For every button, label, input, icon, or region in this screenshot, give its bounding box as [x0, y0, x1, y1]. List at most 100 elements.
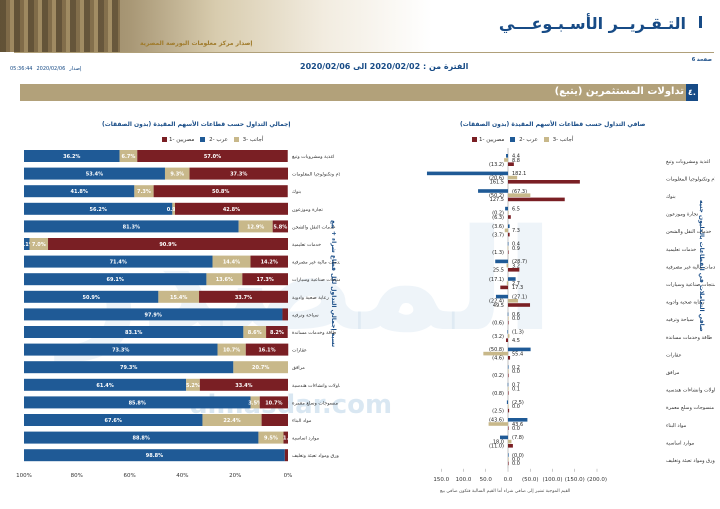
section-bar: [20, 84, 692, 101]
stacked-data-label: 67.6%: [105, 418, 122, 424]
stacked-bar-segment: [212, 255, 251, 268]
net-bar: [508, 250, 509, 254]
right-side-label: صافي التعاملات في القطاعات بالمليون جنيه: [698, 200, 705, 332]
stacked-data-label: 88.8%: [133, 436, 150, 442]
net-data-label: 182.1: [512, 171, 526, 177]
stacked-data-label: 10.7%: [223, 348, 240, 354]
legend-swatch-arabs: [543, 137, 549, 142]
stacked-bar-segment: [250, 396, 260, 409]
legend-swatch-foreigners: [472, 137, 477, 142]
stacked-data-label: 71.4%: [110, 260, 127, 266]
stacked-bar-segment: [24, 378, 187, 391]
net-bar: [508, 316, 509, 321]
category-label: تجارة وموزعون: [666, 212, 699, 218]
net-bar: [507, 246, 509, 250]
stacked-bar-segment: [245, 343, 289, 356]
banner-photo: [0, 0, 120, 52]
x-tick-label: 100%: [16, 473, 32, 479]
sub-brand: إصدار مركز معلومات البورصة المصرية: [140, 40, 253, 47]
x-tick-label: 50.0: [480, 477, 493, 483]
stacked-data-label: 61.4%: [96, 383, 113, 389]
category-label: مواد البناء: [666, 423, 687, 429]
stacked-data-label: 37.3%: [230, 172, 247, 178]
net-data-label: 49.5: [493, 303, 504, 309]
net-bar: [504, 158, 508, 162]
stacked-bar-segment: [24, 185, 135, 198]
stacked-data-label: 5.8%: [273, 224, 287, 230]
category-label: موارد اساسية: [292, 436, 320, 442]
legend-swatch-foreigners: [162, 137, 167, 142]
net-data-label: 161.5: [490, 180, 504, 186]
stacked-bar-segment: [24, 167, 165, 180]
stacked-bar-segment: [158, 290, 200, 303]
net-bar: [508, 457, 509, 461]
stacked-bar-segment: [282, 308, 288, 321]
net-bar: [507, 365, 509, 369]
net-data-label: (50.2): [489, 193, 504, 199]
net-data-label: (27.1): [512, 294, 527, 300]
right-chart-title: صافي التداول حسب قطاعات الأسهم المقيدة (…: [460, 121, 646, 128]
category-label: خدمات مالية غير مصرفية: [292, 260, 340, 266]
net-bar: [508, 224, 510, 228]
stacked-data-label: 42.8%: [223, 207, 240, 213]
stacked-bar-segment: [24, 238, 30, 250]
category-label: مقاولات وانشاءات هندسية: [292, 383, 340, 389]
category-label: موارد اساسية: [666, 440, 695, 446]
net-data-label: 55.4: [512, 351, 523, 357]
stacked-data-label: 9.5%: [264, 436, 278, 442]
stacked-data-label: 6.7%: [121, 154, 135, 160]
net-data-label: 3.2: [512, 263, 520, 269]
category-label: سياحة وترفيه: [292, 312, 319, 318]
legend-foreigners: أجانب -3: [552, 137, 574, 143]
category-label: منسوجات وسلع معمرة: [292, 400, 338, 406]
stacked-data-label: 5.2%: [186, 383, 200, 389]
stacked-bar-segment: [186, 378, 200, 391]
net-data-label: 0.9: [512, 246, 520, 252]
stacked-data-label: 8.6%: [248, 330, 262, 336]
net-bar: [508, 303, 531, 307]
stacked-bar-segment: [24, 414, 203, 426]
x-tick-label: 40%: [176, 473, 188, 479]
net-bar: [505, 206, 508, 211]
stacked-data-label: 36.2%: [63, 154, 80, 160]
net-bar: [508, 334, 510, 338]
net-bar: [495, 259, 508, 264]
stacked-data-label: 16.1%: [258, 348, 275, 354]
stacked-data-label: 69.1%: [107, 277, 124, 283]
stacked-bar-segment: [24, 343, 218, 356]
stacked-bar-segment: [24, 326, 244, 338]
category-label: منسوجات وسلع معمرة: [666, 405, 714, 411]
category-label: اتصالات واعلام وتكنولوجيا المعلومات: [666, 176, 715, 182]
stacked-bar-segment: [172, 202, 176, 215]
net-bar: [508, 299, 518, 303]
net-data-label: (50.8): [489, 347, 504, 353]
stacked-data-label: 7.0%: [32, 242, 46, 248]
net-data-label: (1.3): [512, 330, 524, 336]
net-data-label: (7.8): [512, 435, 524, 441]
net-bar: [483, 351, 508, 356]
net-bar: [505, 338, 508, 342]
stacked-bar-segment: [119, 150, 138, 162]
stacked-data-label: 14.2%: [261, 260, 278, 266]
net-bar: [507, 387, 509, 391]
stacked-data-label: 50.8%: [212, 189, 229, 195]
period: الفترة من : 2020/02/02 الى 2020/02/06: [300, 62, 469, 71]
x-tick-label: 80%: [71, 473, 83, 479]
net-bar: [506, 263, 508, 268]
net-data-label: 2.7: [512, 281, 520, 287]
stacked-data-label: 0.9%: [167, 207, 181, 213]
stacked-data-label: 8.2%: [270, 330, 284, 336]
net-bar: [508, 197, 565, 202]
stacked-bar-segment: [153, 185, 288, 198]
stacked-bar-segment: [48, 238, 288, 250]
net-data-label: (0.0): [512, 453, 524, 459]
net-bar: [507, 382, 509, 387]
category-label: خدمات تعليمية: [292, 242, 321, 248]
net-bar: [508, 277, 516, 281]
stacked-data-label: 79.3%: [120, 365, 137, 371]
category-label: طاقة وخدمات مساندة: [292, 330, 336, 336]
category-label: عقارات: [666, 352, 682, 358]
category-label: مرافق: [666, 370, 680, 376]
net-bar: [495, 294, 508, 299]
stacked-data-label: 1.: [283, 436, 288, 442]
